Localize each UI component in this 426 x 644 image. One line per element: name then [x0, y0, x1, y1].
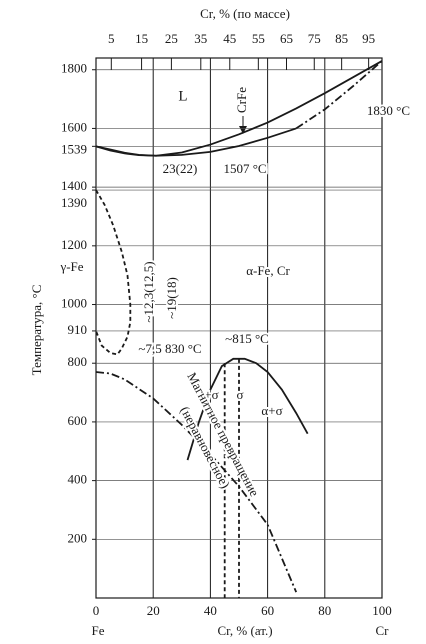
- y-tick-label: 1200: [61, 237, 87, 252]
- annotation: α+σ: [197, 387, 218, 402]
- phase-boundary: [95, 371, 298, 593]
- annotation: γ-Fe: [59, 259, 83, 274]
- y-tick-label: 1800: [61, 61, 87, 76]
- y-tick-label: 1400: [61, 178, 87, 193]
- y-tick-label: 1539: [61, 141, 87, 156]
- annotation: 1830 °C: [367, 103, 410, 118]
- y-tick-label: 200: [68, 530, 88, 545]
- x-tick-label: 20: [147, 603, 160, 618]
- annotation: L: [178, 88, 187, 104]
- y-tick-label: 910: [68, 322, 88, 337]
- phase-boundary: [295, 60, 383, 130]
- y-tick-label: 400: [68, 472, 88, 487]
- arrow-head: [239, 126, 247, 134]
- y-tick-label: 1600: [61, 119, 87, 134]
- annotation: ~7,5 830 °C: [138, 341, 201, 356]
- x2-tick-label: 35: [194, 31, 207, 46]
- x2-tick-label: 25: [165, 31, 178, 46]
- x2-tick-label: 55: [252, 31, 265, 46]
- x2-tick-label: 15: [135, 31, 148, 46]
- y-tick-label: 1390: [61, 195, 87, 210]
- x-end-label: Fe: [92, 623, 105, 638]
- y-tick-label: 1000: [61, 296, 87, 311]
- x-axis-title: Cr, % (ат.): [217, 623, 272, 638]
- annotation: CrFe: [234, 87, 249, 113]
- x2-tick-label: 95: [362, 31, 375, 46]
- annotation: ~815 °C: [225, 331, 269, 346]
- x2-tick-label: 75: [308, 31, 321, 46]
- x-end-label: Cr: [376, 623, 390, 638]
- phase-boundary: [186, 357, 309, 461]
- x2-tick-label: 65: [280, 31, 293, 46]
- x2-axis-title: Cr, % (по массе): [200, 6, 290, 21]
- annotation: 1507 °C: [223, 161, 266, 176]
- annotation: α-Fe, Cr: [246, 263, 290, 278]
- annotation: ~12,3(12,5): [141, 261, 156, 322]
- y-tick-label: 800: [68, 354, 88, 369]
- x-tick-label: 60: [261, 603, 274, 618]
- y-axis-title: Температура, °С: [29, 285, 44, 376]
- x2-tick-label: 45: [223, 31, 236, 46]
- x-tick-label: 0: [93, 603, 100, 618]
- annotation: σ: [236, 387, 243, 402]
- x-tick-label: 40: [204, 603, 217, 618]
- annotation: α+σ: [261, 403, 282, 418]
- phase-boundary: [95, 127, 297, 157]
- x2-tick-label: 85: [335, 31, 348, 46]
- annotation: 23(22): [163, 161, 198, 176]
- x-tick-label: 100: [372, 603, 392, 618]
- plot-frame: [95, 57, 383, 599]
- annotation: ~19(18): [164, 277, 179, 319]
- phase-boundary: [95, 189, 132, 356]
- y-tick-label: 600: [68, 413, 88, 428]
- x-tick-label: 80: [318, 603, 331, 618]
- x2-tick-label: 5: [108, 31, 115, 46]
